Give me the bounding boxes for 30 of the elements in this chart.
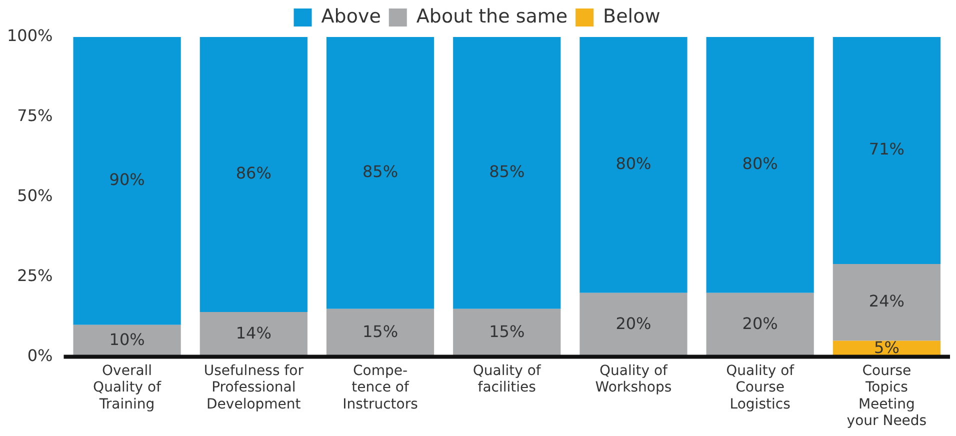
data-label: 85% — [362, 162, 398, 182]
data-label: 5% — [874, 338, 900, 357]
y-tick-label: 0% — [27, 346, 53, 365]
data-label: 10% — [109, 330, 145, 349]
data-label: 14% — [236, 324, 272, 343]
data-label: 80% — [616, 154, 652, 174]
x-tick-label: Compe- tence of Instructors — [342, 362, 418, 412]
data-label: 71% — [868, 140, 904, 159]
y-tick-label: 25% — [17, 266, 53, 286]
data-label: 15% — [489, 322, 525, 341]
x-tick-label: Quality of Workshops — [595, 362, 672, 396]
data-label: 85% — [489, 162, 525, 182]
data-label: 20% — [616, 314, 652, 333]
x-tick-label: Quality of facilities — [472, 362, 542, 396]
data-label: 15% — [362, 322, 398, 341]
legend-label: About the same — [416, 5, 568, 28]
y-tick-label: 100% — [6, 26, 53, 46]
legend-label: Above — [321, 5, 381, 28]
y-tick-label: 75% — [17, 106, 53, 126]
legend-label: Below — [603, 5, 660, 28]
data-label: 20% — [742, 314, 778, 333]
data-label: 90% — [109, 170, 145, 190]
x-tick-label: Course Topics Meeting your Needs — [846, 362, 927, 430]
x-tick-label: Quality of Course Logistics — [726, 362, 796, 412]
x-tick-label: Overall Quality of Training — [93, 362, 162, 412]
y-tick-label: 50% — [17, 186, 53, 206]
data-label: 80% — [742, 154, 778, 174]
x-tick-label: Usefulness for Professional Development — [204, 362, 304, 412]
data-label: 86% — [236, 164, 272, 183]
data-label: 24% — [868, 292, 904, 311]
